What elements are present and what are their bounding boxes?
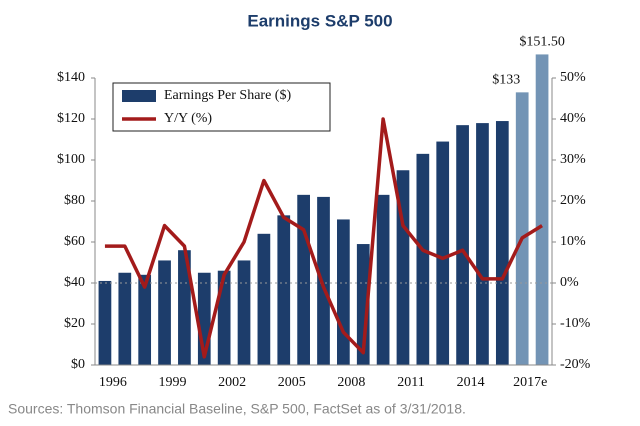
y2-tick-label: 40% — [560, 111, 586, 126]
y2-tick-label: 0% — [560, 275, 579, 290]
y-tick-label: $80 — [64, 193, 85, 208]
bar — [456, 125, 469, 366]
y2-tick-label: -20% — [560, 357, 591, 372]
bar — [257, 233, 271, 365]
y-tick-label: $20 — [64, 316, 85, 331]
y2-tick-label: 20% — [560, 193, 586, 208]
y2-tick-label: -10% — [560, 316, 591, 331]
bar — [277, 215, 291, 365]
x-tick-label: 2005 — [278, 375, 306, 390]
x-tick-label: 2008 — [337, 375, 365, 390]
bar — [436, 141, 450, 365]
bar — [158, 260, 171, 365]
bar — [98, 280, 112, 365]
bar — [337, 219, 350, 365]
value-label: $133 — [492, 73, 520, 88]
legend-label: Y/Y (%) — [164, 111, 212, 126]
yoy-line — [104, 117, 543, 359]
bar — [416, 153, 430, 365]
y2-tick-label: 30% — [560, 152, 586, 167]
value-label: $151.50 — [519, 35, 565, 50]
y-tick-label: $120 — [57, 111, 85, 126]
y-tick-label: $0 — [71, 357, 85, 372]
bar — [118, 272, 132, 365]
x-tick-label: 2002 — [218, 375, 246, 390]
x-tick-label: 2017e — [513, 375, 547, 390]
bar — [217, 270, 231, 365]
y2-tick-label: 10% — [560, 234, 586, 249]
bar — [138, 274, 152, 365]
chart-title: Earnings S&P 500 — [247, 11, 392, 30]
legend-label: Earnings Per Share ($) — [164, 88, 291, 103]
x-tick-label: 2011 — [397, 375, 424, 390]
bar — [178, 250, 191, 365]
y-tick-label: $140 — [57, 70, 85, 85]
legend-swatch — [122, 90, 156, 102]
bar — [495, 121, 509, 365]
x-tick-label: 2014 — [457, 375, 485, 390]
y-tick-label: $100 — [57, 152, 85, 167]
bar — [317, 196, 330, 365]
x-tick-label: 1996 — [99, 375, 127, 390]
x-tick-label: 1999 — [159, 375, 187, 390]
y2-tick-label: 50% — [560, 70, 586, 85]
bar — [297, 194, 310, 365]
y-tick-label: $40 — [64, 275, 85, 290]
bar — [237, 260, 251, 365]
bar — [376, 194, 390, 365]
y-tick-label: $60 — [64, 234, 85, 249]
source-note: Sources: Thomson Financial Baseline, S&P… — [8, 401, 466, 417]
bar — [476, 123, 489, 365]
bar — [535, 54, 549, 366]
bar — [515, 92, 529, 365]
bar — [396, 170, 410, 365]
